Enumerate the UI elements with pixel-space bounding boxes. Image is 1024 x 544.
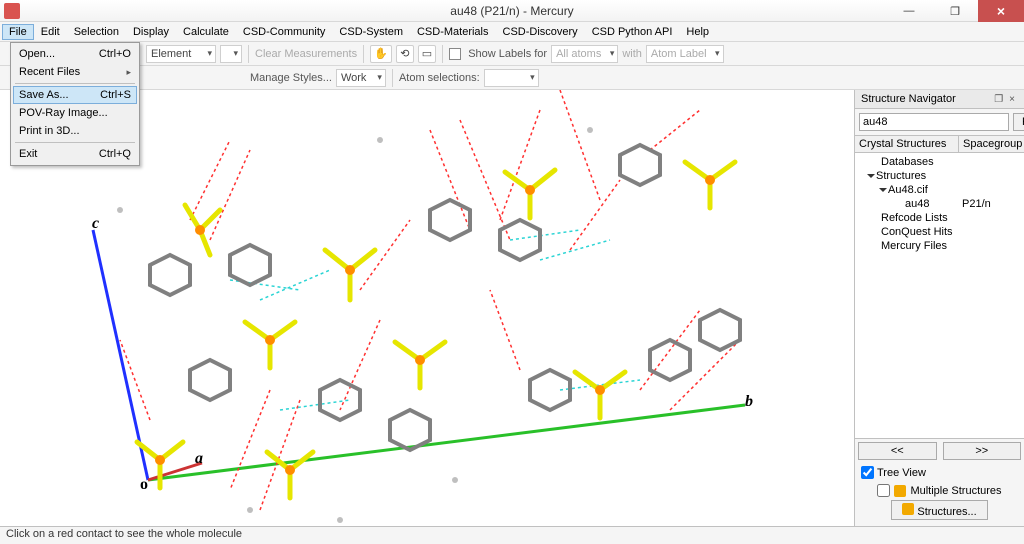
submenu-arrow-icon: ▸ [126,67,131,78]
toolbar-1: Element Clear Measurements ✋ ⟲ ▭ Show La… [0,42,1024,66]
search-input[interactable] [859,113,1009,131]
hand-tool-icon[interactable]: ✋ [370,45,392,63]
bottom-buttons: Multiple Structures Structures... [855,482,1024,526]
label-type-select[interactable]: Atom Label [646,45,724,63]
close-button[interactable]: × [978,0,1024,22]
col-crystal-structures[interactable]: Crystal Structures [855,136,959,152]
file-dropdown: Open...Ctrl+O Recent Files▸ Save As...Ct… [10,42,140,166]
tree-structures[interactable]: Structures [855,169,1024,183]
window-title: au48 (P21/n) - Mercury [450,4,573,18]
menu-csd-python-api[interactable]: CSD Python API [585,24,680,40]
multi-label: Multiple Structures [910,485,1001,497]
toolbar-2: Manage Styles... Work Atom selections: [0,66,1024,90]
toolbar-separator [442,45,443,63]
show-labels-label: Show Labels for [468,48,547,60]
structures-icon [894,485,906,497]
treeview-row: Tree View [855,463,1024,482]
find-button[interactable]: Find [1013,113,1024,131]
show-labels-checkbox[interactable] [449,48,461,60]
status-bar: Click on a red contact to see the whole … [0,526,1024,544]
with-label: with [622,48,642,60]
panel-title-text: Structure Navigator [861,93,956,105]
style-select[interactable]: Work [336,69,386,87]
file-povray[interactable]: POV-Ray Image... [13,104,137,122]
tree-databases[interactable]: Databases [855,155,1024,169]
toolbar-separator [392,69,393,87]
menu-edit[interactable]: Edit [34,24,67,40]
multi-checkbox[interactable] [877,484,890,497]
clear-measurements[interactable]: Clear Measurements [255,48,357,60]
toolbar-separator [248,45,249,63]
menubar: File Edit Selection Display Calculate CS… [0,22,1024,42]
tree-refcode[interactable]: Refcode Lists [855,211,1024,225]
element-select[interactable]: Element [146,45,216,63]
menu-csd-discovery[interactable]: CSD-Discovery [496,24,585,40]
unnamed-select[interactable] [220,45,242,63]
menu-csd-system[interactable]: CSD-System [332,24,410,40]
expand-icon[interactable] [879,188,887,192]
menu-calculate[interactable]: Calculate [176,24,236,40]
axis-o-label: o [140,476,148,494]
file-open[interactable]: Open...Ctrl+O [13,45,137,63]
file-save-as[interactable]: Save As...Ctrl+S [13,86,137,104]
tree-mercury-files[interactable]: Mercury Files [855,239,1024,253]
menu-display[interactable]: Display [126,24,176,40]
menu-help[interactable]: Help [679,24,716,40]
structure-tree[interactable]: Databases Structures Au48.cif au48P21/n … [855,153,1024,438]
select-tool-icon[interactable]: ▭ [418,45,436,63]
undock-icon[interactable]: ❐ [991,94,1006,105]
app-icon [4,3,20,19]
structures-button[interactable]: Structures... [891,500,987,520]
panel-close-icon[interactable]: × [1006,94,1018,105]
structures-icon [902,503,914,515]
tree-cif[interactable]: Au48.cif [855,183,1024,197]
titlebar: au48 (P21/n) - Mercury — ❐ × [0,0,1024,22]
menu-file[interactable]: File [2,24,34,40]
axis-c-label: c [92,215,99,233]
multi-structures-row: Multiple Structures [877,484,1001,497]
window-buttons: — ❐ × [886,0,1024,22]
menu-separator [15,83,135,84]
axis-a-label: a [195,450,203,468]
toolbar-separator [363,45,364,63]
column-headers: Crystal Structures Spacegroup [855,135,1024,153]
labels-for-select[interactable]: All atoms [551,45,618,63]
menu-csd-community[interactable]: CSD-Community [236,24,333,40]
file-recent[interactable]: Recent Files▸ [13,63,137,81]
file-exit[interactable]: ExitCtrl+Q [13,145,137,163]
tree-entry[interactable]: au48P21/n [855,197,1024,211]
rotate-tool-icon[interactable]: ⟲ [396,45,414,63]
maximize-button[interactable]: ❐ [932,0,978,22]
manage-styles[interactable]: Manage Styles... [250,72,332,84]
treeview-label: Tree View [877,467,926,479]
atom-selection-select[interactable] [484,69,539,87]
treeview-checkbox[interactable] [861,466,874,479]
prev-button[interactable]: << [858,442,937,460]
menu-csd-materials[interactable]: CSD-Materials [410,24,496,40]
atom-selections-label: Atom selections: [399,72,480,84]
main-area: c b a o Structure Navigator ❐× Find Crys… [0,90,1024,526]
axis-b-label: b [745,393,753,411]
minimize-button[interactable]: — [886,0,932,22]
structure-navigator-panel: Structure Navigator ❐× Find Crystal Stru… [854,90,1024,526]
next-button[interactable]: >> [943,442,1022,460]
tree-conquest[interactable]: ConQuest Hits [855,225,1024,239]
expand-icon[interactable] [867,174,875,178]
file-print3d[interactable]: Print in 3D... [13,122,137,140]
col-spacegroup[interactable]: Spacegroup [959,136,1024,152]
panel-title: Structure Navigator ❐× [855,90,1024,109]
menu-separator [15,142,135,143]
search-row: Find [855,109,1024,135]
panel-buttons: ❐× [991,93,1018,105]
nav-buttons: << >> [855,438,1024,463]
menu-selection[interactable]: Selection [67,24,126,40]
